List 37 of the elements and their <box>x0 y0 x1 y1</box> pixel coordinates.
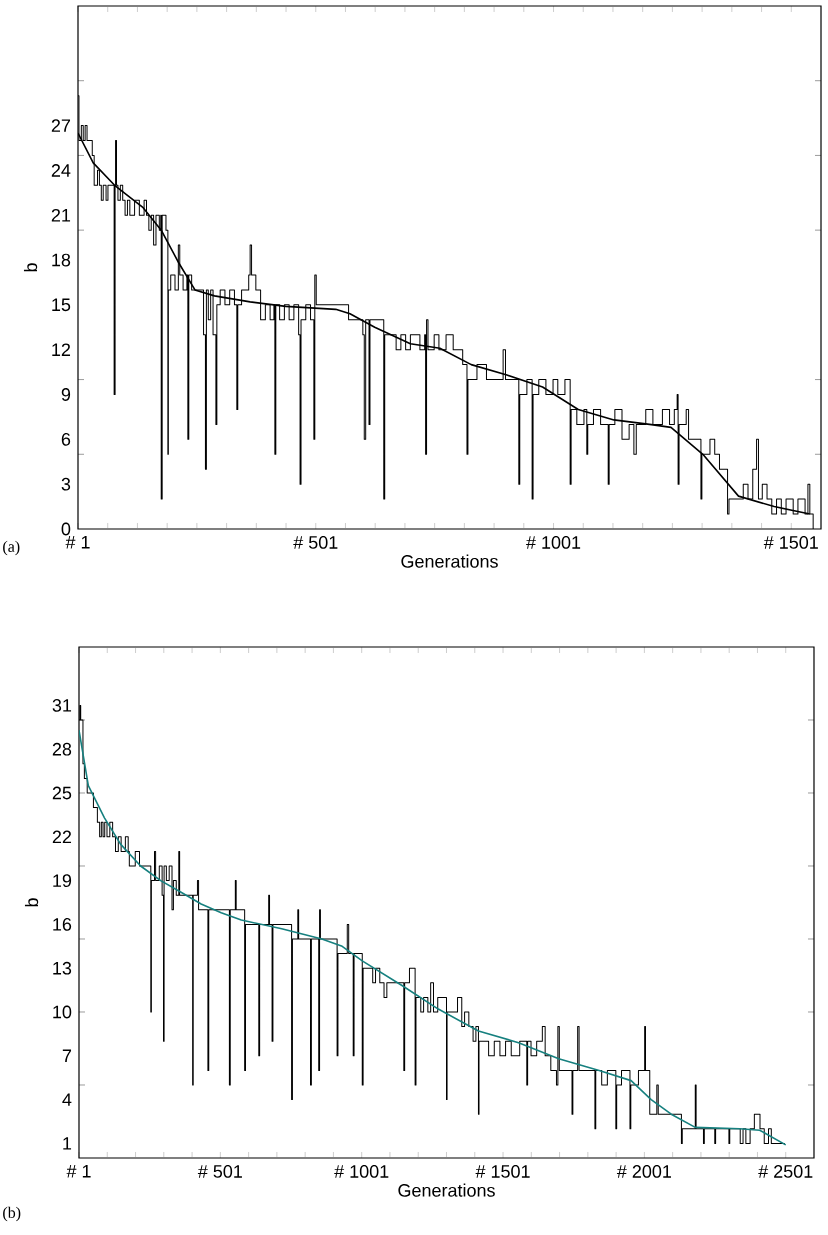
y-tick-label: 10 <box>53 1005 72 1019</box>
y-tick-label: 1 <box>63 1137 72 1150</box>
x-tick-label: # 2501 <box>758 1165 813 1178</box>
y-tick-label: 15 <box>52 298 71 312</box>
x-tick-label: # 1501 <box>475 1165 530 1178</box>
y-tick-label: 28 <box>52 742 72 756</box>
y-tick-label: 18 <box>52 253 71 267</box>
x-axis-title: Generations <box>398 1183 495 1197</box>
x-tick-label: # 1 <box>66 1165 91 1178</box>
y-tick-label: 13 <box>53 961 72 975</box>
x-tick-label: # 501 <box>197 1165 242 1178</box>
x-tick-label: # 1501 <box>763 536 818 549</box>
x-tick-label: # 501 <box>293 536 338 549</box>
x-tick-label: # 1001 <box>526 536 581 549</box>
y-tick-label: 22 <box>52 830 72 844</box>
y-tick-label: 9 <box>61 388 71 401</box>
y-tick-label: 6 <box>61 432 71 446</box>
y-tick-label: 21 <box>51 208 71 222</box>
y-tick-label: 3 <box>61 477 71 491</box>
y-tick-label: 12 <box>52 343 71 356</box>
x-tick-label: # 1001 <box>334 1165 389 1178</box>
y-tick-label: 27 <box>51 119 71 132</box>
x-axis-title: Generations <box>401 554 498 568</box>
x-tick-label: # 1 <box>65 536 90 549</box>
y-tick-label: 24 <box>51 164 71 177</box>
y-tick-label: 25 <box>52 786 72 800</box>
y-tick-label: 0 <box>61 522 71 536</box>
text: (a) <box>3 540 20 556</box>
text: (b) <box>3 1206 21 1222</box>
x-tick-label: # 2001 <box>616 1165 671 1178</box>
y-tick-label: 31 <box>52 699 72 712</box>
y-tick-label: 4 <box>62 1093 72 1106</box>
y-tick-label: 16 <box>53 918 72 931</box>
y-axis-title: b <box>23 263 38 272</box>
y-axis-title: b <box>24 898 39 907</box>
y-tick-label: 19 <box>53 874 72 887</box>
y-tick-label: 7 <box>62 1049 72 1062</box>
